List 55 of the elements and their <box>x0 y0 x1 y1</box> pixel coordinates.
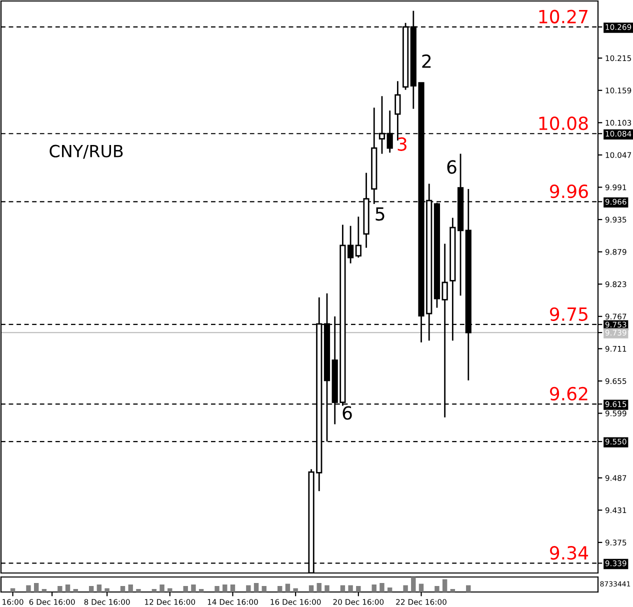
bar <box>120 586 126 592</box>
annotation: 6 <box>447 160 456 174</box>
bar <box>230 584 236 592</box>
bar <box>58 586 62 592</box>
bar <box>418 584 424 592</box>
bar <box>65 584 70 592</box>
bar <box>450 589 456 592</box>
bar <box>356 586 361 592</box>
ref-line-label: 9.75 <box>550 307 588 321</box>
bar <box>403 585 408 592</box>
annotation: 9.96 <box>550 184 588 198</box>
bar <box>316 583 322 592</box>
ref-line-label: 9.62 <box>550 386 588 401</box>
candlestick <box>355 216 362 258</box>
bar <box>104 588 110 592</box>
bar <box>285 584 290 592</box>
bar <box>340 585 346 592</box>
bar <box>372 584 376 592</box>
bar <box>152 589 157 592</box>
bar <box>191 584 196 592</box>
bar <box>324 585 330 592</box>
ref-line-label: 10.08 <box>539 116 588 130</box>
ref-line-label: 9.34 <box>550 546 588 560</box>
text: CNY/RUB <box>50 144 123 159</box>
annotation: 6 <box>342 406 352 420</box>
annotation: 2 <box>422 54 431 68</box>
bar <box>380 583 384 592</box>
bar <box>198 589 204 592</box>
bar <box>434 586 440 592</box>
bar <box>96 584 102 592</box>
bar <box>466 585 471 592</box>
bar <box>128 584 133 592</box>
bar <box>411 577 416 592</box>
bar <box>293 588 298 592</box>
annotation: 3 <box>398 137 406 151</box>
ref-line-label: 10.27 <box>539 10 588 24</box>
bar <box>387 588 392 592</box>
bar <box>73 589 78 592</box>
bar <box>308 585 314 592</box>
bar <box>160 584 164 592</box>
bar <box>254 583 259 592</box>
bar <box>348 585 353 592</box>
bar <box>183 586 188 592</box>
bar <box>42 589 47 592</box>
bar <box>442 579 448 592</box>
bar <box>214 586 220 592</box>
bar <box>136 589 141 592</box>
bar <box>246 585 251 592</box>
bar <box>278 586 282 592</box>
bar <box>262 586 267 592</box>
bar <box>88 586 94 592</box>
bar <box>222 584 228 592</box>
bar <box>26 585 31 592</box>
bar <box>34 583 39 592</box>
annotation: 5 <box>376 207 384 221</box>
